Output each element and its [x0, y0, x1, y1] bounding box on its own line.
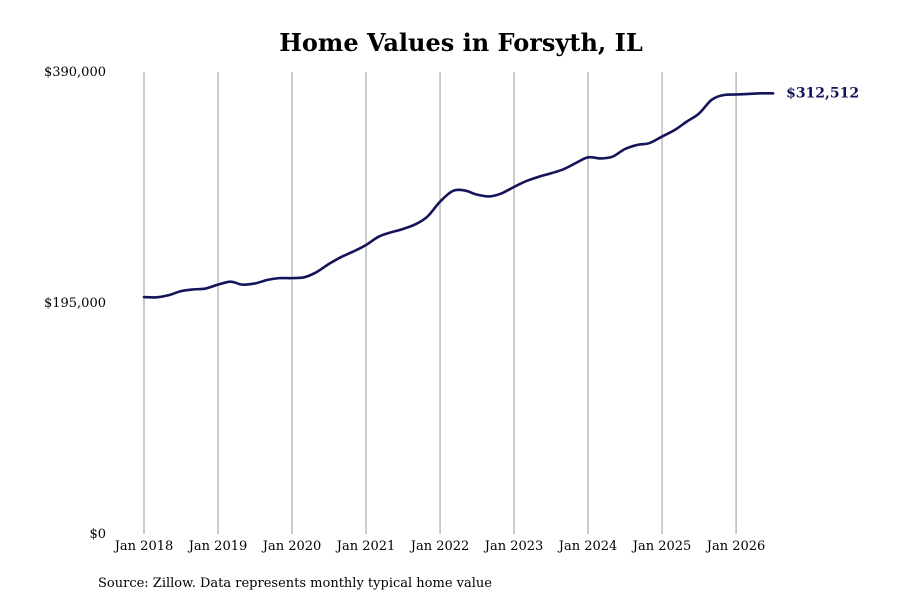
y-tick-label-1: $195,000: [44, 296, 106, 311]
grid-lines: [143, 72, 737, 534]
x-tick-label-5: Jan 2023: [483, 539, 544, 554]
x-tick-label-0: Jan 2018: [113, 539, 174, 554]
series-line-0: [142, 91, 775, 299]
x-tick-label-6: Jan 2024: [557, 539, 618, 554]
y-tick-label-0: $0: [89, 527, 106, 542]
y-axis-ticks: $0 $195,000 $390,000: [44, 65, 106, 542]
x-axis-ticks: Jan 2018 Jan 2019 Jan 2020 Jan 2021 Jan 2022…: [113, 539, 766, 554]
x-tick-label-7: Jan 2025: [631, 539, 692, 554]
chart-title: Home Values in Forsyth, IL: [279, 28, 643, 57]
y-tick-label-2: $390,000: [44, 65, 106, 80]
x-tick-label-1: Jan 2019: [187, 539, 248, 554]
series-group: [142, 91, 775, 299]
x-tick-label-2: Jan 2020: [261, 539, 322, 554]
source-note: Source: Zillow. Data represents monthly …: [98, 576, 492, 591]
x-tick-label-4: Jan 2022: [409, 539, 470, 554]
end-value-label: $312,512: [786, 85, 859, 101]
x-tick-label-8: Jan 2026: [705, 539, 766, 554]
x-tick-label-3: Jan 2021: [335, 539, 396, 554]
